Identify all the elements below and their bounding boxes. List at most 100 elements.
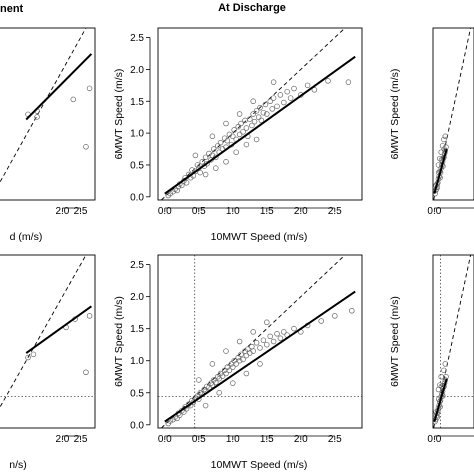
identity-line: [0, 28, 87, 183]
x-tick-label: 2.5: [74, 434, 88, 445]
data-point: [236, 357, 243, 364]
data-point: [277, 92, 284, 98]
y-axis-label: 6MWT Speed (m/s): [113, 296, 125, 387]
y-tick-label: 0.0: [130, 420, 144, 431]
data-point: [345, 79, 352, 85]
data-point: [257, 104, 263, 111]
data-point: [349, 307, 355, 314]
y-tick-label: 0.0: [130, 192, 144, 203]
data-point: [204, 160, 210, 167]
y-tick-label: 1.5: [130, 324, 144, 335]
data-point: [281, 329, 287, 335]
plot-frame: [432, 27, 474, 201]
plot-frame: [157, 27, 363, 201]
data-point: [264, 341, 270, 348]
data-point: [267, 333, 273, 340]
data-point: [236, 111, 243, 117]
data-point: [177, 412, 183, 418]
data-point: [190, 399, 197, 406]
regression-line: [433, 378, 448, 422]
data-point: [34, 114, 40, 120]
data-point: [194, 162, 201, 168]
data-point: [287, 95, 294, 101]
x-axis-label: 10MWT Speed (m/s): [211, 231, 308, 243]
data-point: [304, 82, 311, 89]
data-point: [86, 85, 93, 92]
data-point: [438, 373, 444, 380]
regression-line: [164, 55, 356, 195]
data-point: [197, 169, 203, 176]
data-point: [264, 111, 270, 117]
data-point: [230, 380, 236, 386]
data-point: [243, 352, 250, 359]
x-tick-label: 0.0: [158, 206, 172, 217]
data-point: [219, 373, 226, 379]
data-point: [442, 361, 449, 367]
data-point: [25, 354, 31, 361]
data-point: [209, 382, 216, 388]
x-tick-label: 2.5: [328, 206, 342, 217]
x-axis-label: d (m/s): [10, 231, 43, 243]
data-point: [247, 116, 253, 122]
x-tick-label: 2.5: [328, 434, 342, 445]
data-point: [243, 370, 250, 377]
data-point: [284, 88, 290, 95]
plot-frame: [0, 27, 96, 201]
plot-area: [158, 255, 362, 428]
data-point: [196, 377, 202, 383]
data-point: [442, 133, 449, 140]
data-point: [274, 331, 280, 337]
regression-line: [164, 290, 356, 423]
x-tick-label: 0.5: [192, 206, 206, 217]
data-point: [223, 159, 229, 165]
data-point: [250, 98, 256, 105]
data-point: [230, 364, 236, 370]
data-point: [325, 78, 331, 84]
data-point: [167, 190, 173, 197]
data-point: [257, 345, 263, 351]
data-point: [189, 167, 195, 173]
data-point: [250, 111, 256, 117]
data-point: [233, 361, 239, 367]
data-point: [213, 154, 219, 161]
data-point: [70, 96, 77, 103]
panel-bottom-left: 2.0 2.5 n/s): [0, 254, 96, 471]
data-point: [230, 133, 236, 140]
data-point: [174, 415, 180, 422]
data-point: [235, 123, 241, 130]
x-tick-label: 0.0: [427, 434, 441, 445]
y-axis-label: 6MWT Speed (m/s): [389, 69, 401, 160]
data-point: [202, 402, 209, 409]
panel-bottom-right: 0.0 6MWT Speed (m/s): [389, 254, 474, 445]
data-point: [30, 351, 37, 358]
data-point: [437, 155, 443, 162]
data-point: [281, 99, 287, 106]
x-tick-label: 2.0: [294, 434, 308, 445]
y-tick-label: 0.5: [130, 388, 144, 399]
x-tick-label: 1.0: [226, 206, 240, 217]
y-tick-label: 0.5: [130, 160, 144, 171]
data-point: [274, 103, 280, 110]
plot-area: [161, 28, 356, 200]
data-point: [311, 87, 318, 93]
plot-frame: [157, 254, 363, 429]
data-point: [86, 313, 93, 319]
data-point: [270, 79, 277, 85]
x-tick-label: 0.0: [158, 434, 172, 445]
data-point: [209, 361, 216, 367]
data-point: [269, 106, 275, 112]
y-axis-label: 6MWT Speed (m/s): [113, 69, 125, 160]
data-point: [253, 340, 260, 346]
x-tick-label: 0.5: [192, 434, 206, 445]
identity-line: [161, 255, 346, 428]
data-point: [270, 95, 277, 101]
left-column-title: nent: [0, 3, 24, 15]
data-point: [257, 361, 263, 367]
data-point: [249, 343, 255, 350]
plot-area: [433, 28, 472, 200]
data-point: [439, 143, 446, 149]
data-point: [441, 367, 447, 374]
data-point: [202, 171, 209, 178]
x-axis-label: n/s): [9, 459, 27, 471]
plot-frame: [432, 254, 474, 429]
